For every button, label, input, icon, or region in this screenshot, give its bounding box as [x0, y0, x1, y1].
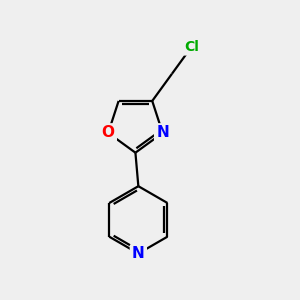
Text: N: N: [132, 246, 145, 261]
Text: N: N: [156, 125, 169, 140]
Text: Cl: Cl: [184, 40, 199, 53]
Text: O: O: [102, 125, 115, 140]
